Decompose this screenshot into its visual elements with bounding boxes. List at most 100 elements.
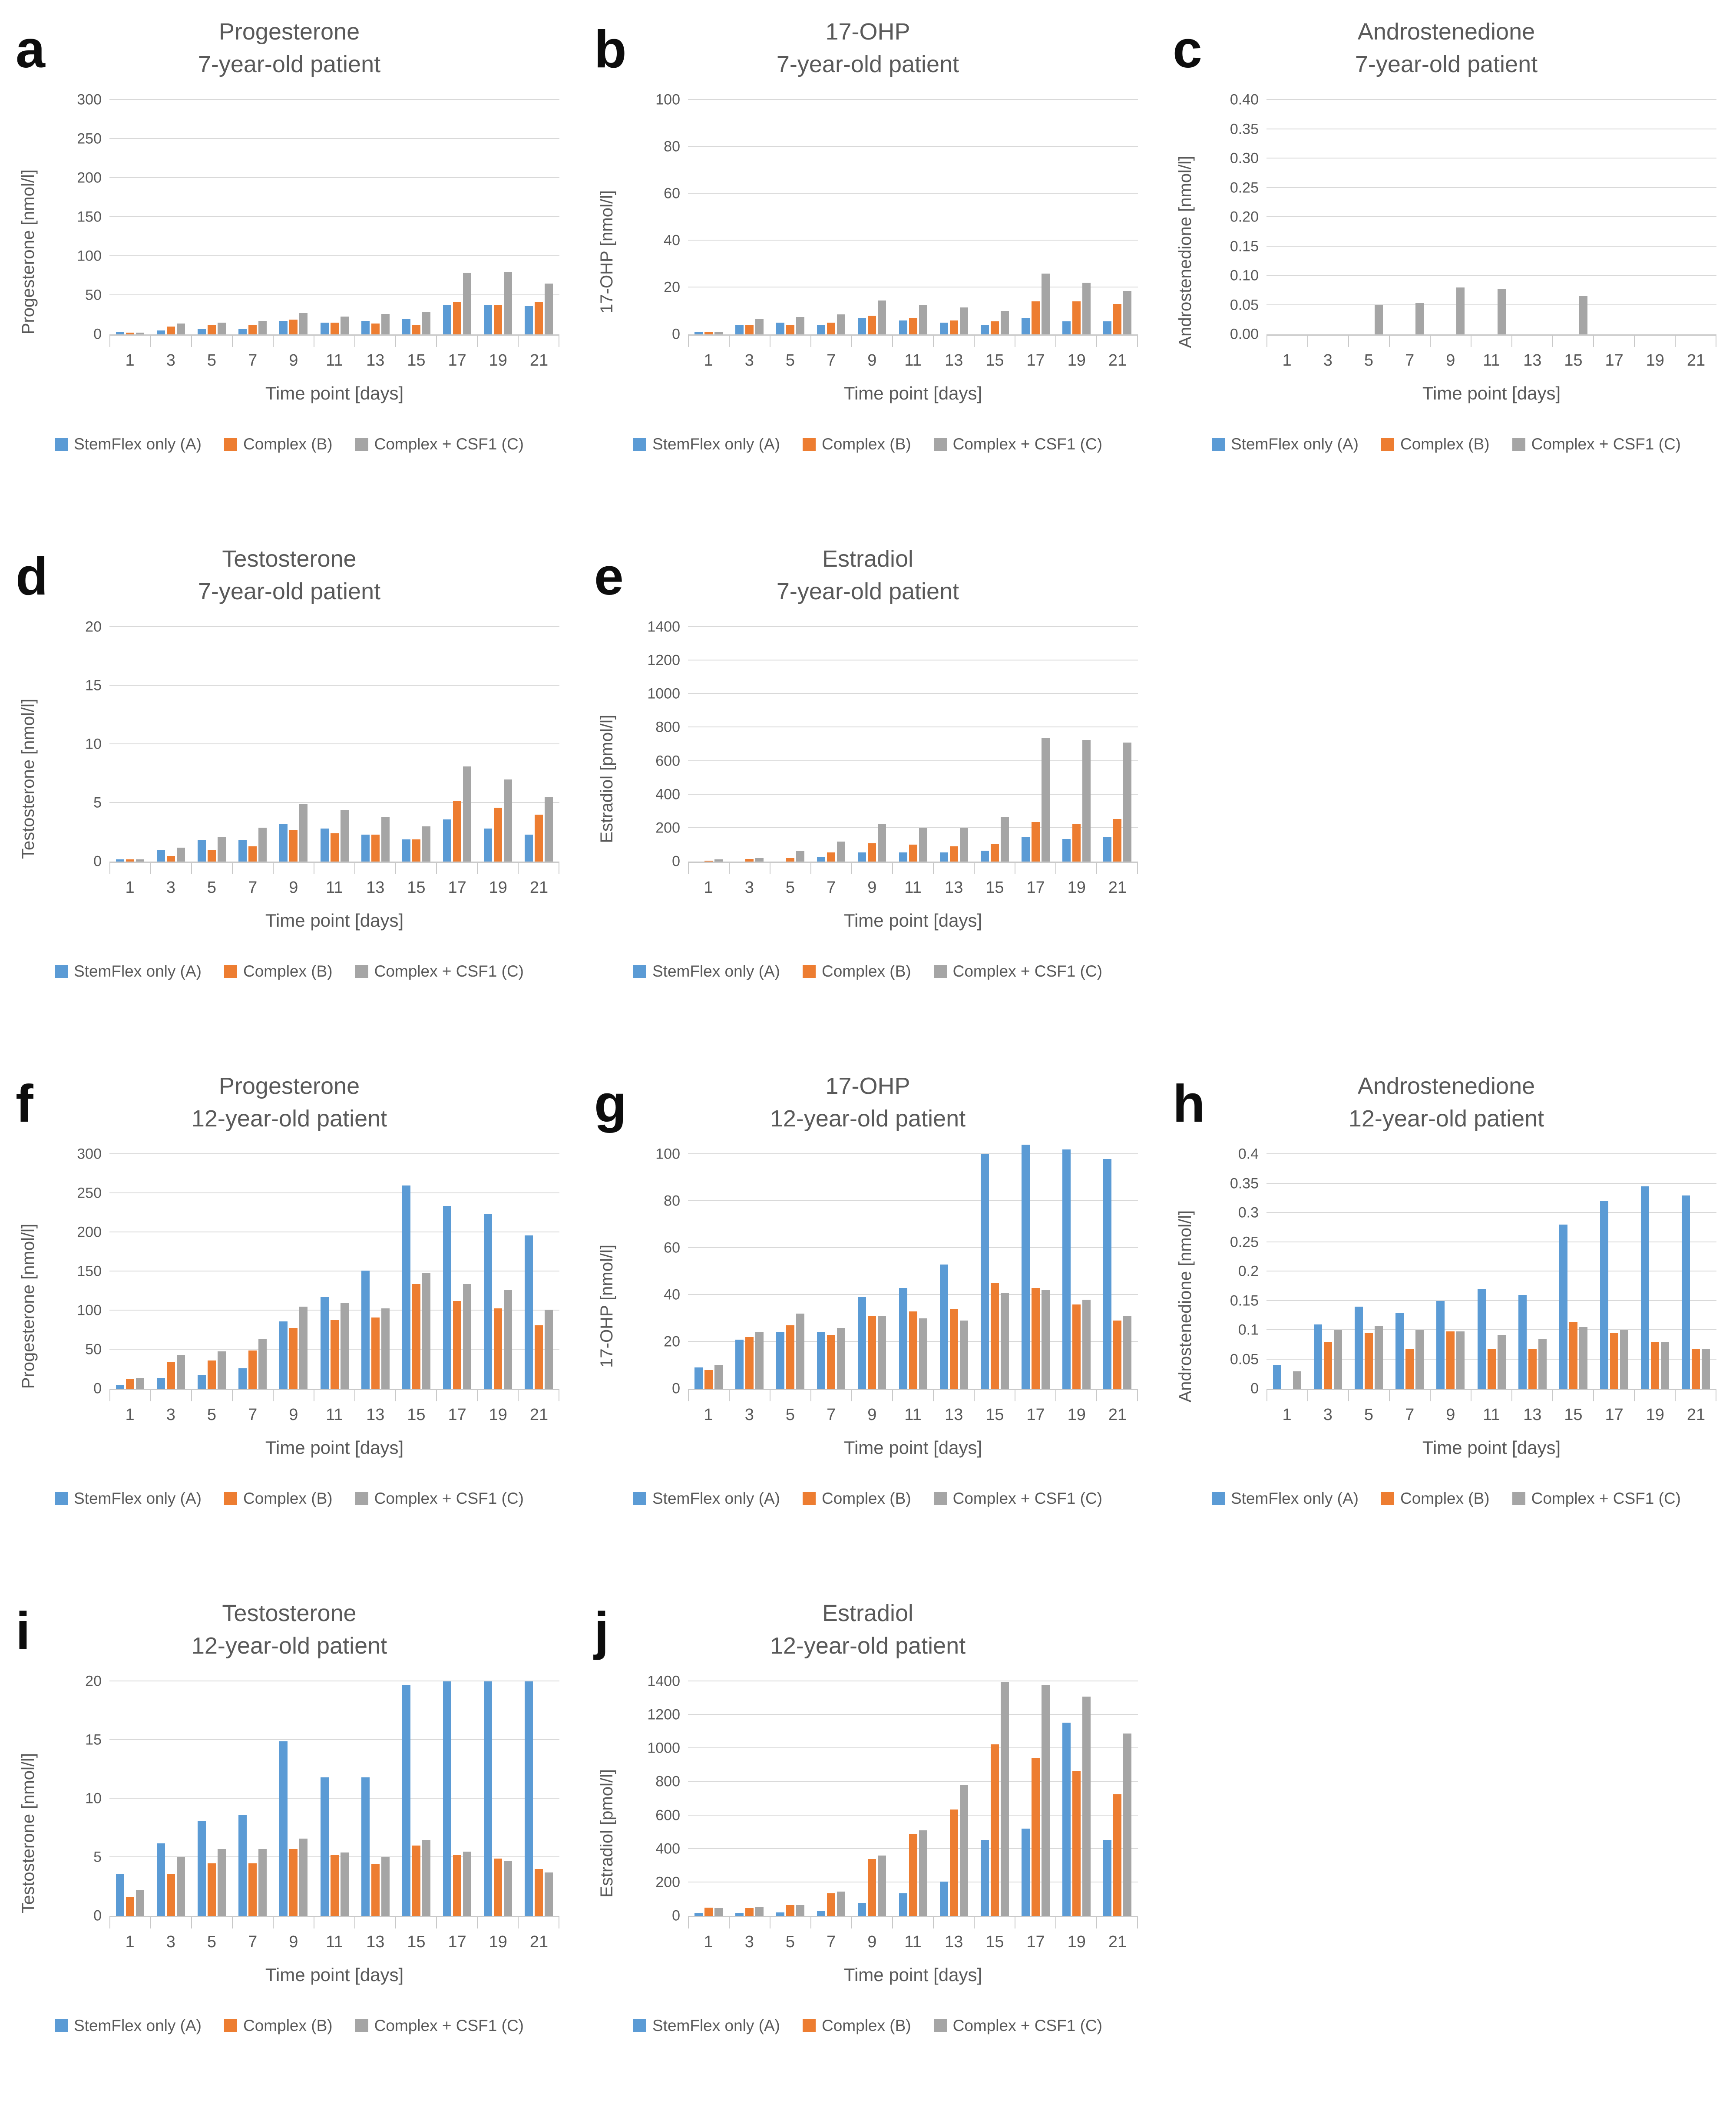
bar-stemflex-only-a [694,1367,703,1389]
bar-complex-plus-csf1-c [1082,1696,1091,1916]
legend-label: StemFlex only (A) [1230,1489,1359,1507]
x-tick-label: 11 [904,1933,922,1951]
y-tick-label: 50 [85,287,102,304]
x-tick-label: 7 [248,351,258,370]
x-axis-tick-labels: 1 3 5 7 9 11 13 15 17 19 21 [688,1406,1138,1424]
y-axis-title: Testosterone [nmol/l] [18,1753,38,1914]
bar-group-day-19 [1635,1154,1676,1389]
bar-complex-b [207,850,216,862]
bar-stemflex-only-a [1103,1839,1112,1916]
bar-group-day-1 [688,627,729,862]
bar-complex-plus-csf1-c [919,828,927,862]
y-axis-tick-labels: 0 0.05 0.1 0.15 0.2 0.25 0.3 0.35 0.4 [1201,1146,1266,1397]
chart-title: Testosterone 7-year-old patient [12,543,566,608]
bar-complex-b [535,1869,543,1916]
y-tick-label: 50 [85,1341,102,1358]
x-tick-mark [109,863,150,874]
bar-stemflex-only-a [735,325,744,334]
gridline [1266,1329,1716,1330]
bar-complex-plus-csf1-c [217,1351,226,1389]
x-tick-mark [150,1917,191,1928]
x-tick-label: 5 [1364,1406,1374,1424]
bar-group-day-19 [478,1681,519,1916]
plot-area [1266,1153,1716,1390]
x-tick-label: 11 [1483,351,1500,370]
legend-item-complex-plus-csf1-c: Complex + CSF1 (C) [933,1489,1102,1508]
chart-title-line-1: 17-OHP [825,1073,910,1099]
chart-title-line-2: 7-year-old patient [198,51,381,77]
bar-complex-plus-csf1-c [959,1321,968,1389]
x-tick-mark [232,336,273,347]
x-tick-mark [314,1390,354,1401]
x-tick-mark [892,1917,933,1928]
bar-complex-plus-csf1-c [258,1338,267,1389]
x-tick-mark [851,1390,892,1401]
bar-group-day-13 [933,627,974,862]
bar-complex-plus-csf1-c [1374,1326,1383,1389]
x-tick-label: 5 [785,1933,795,1951]
bar-complex-plus-csf1-c [176,1857,185,1916]
bar-complex-b [494,807,503,862]
bar-complex-b [949,320,958,334]
legend-label: StemFlex only (A) [652,1489,780,1507]
bar-group-day-21 [1676,1154,1716,1389]
legend-item-stemflex-only-a: StemFlex only (A) [633,2017,780,2035]
plot-column: 1 3 5 7 9 11 13 15 17 19 21 Time point [days] [688,1681,1145,1985]
x-tick-mark [232,1390,273,1401]
bar-complex-plus-csf1-c [504,1861,513,1916]
bar-complex-b [371,834,380,862]
x-tick-mark [1675,336,1716,347]
x-tick-mark [191,1390,232,1401]
bar-complex-plus-csf1-c [258,321,267,334]
chart-title-line-2: 7-year-old patient [198,578,381,604]
y-tick-label: 300 [77,1146,102,1162]
bar-complex-b [453,1301,462,1389]
bar-complex-b [827,1334,836,1389]
bar-complex-plus-csf1-c [504,272,513,334]
chart-title-line-2: 12-year-old patient [1348,1105,1544,1132]
bar-complex-plus-csf1-c [796,851,804,862]
gridline [109,685,559,686]
bar-stemflex-only-a [116,332,124,334]
bar-complex-b [289,830,298,862]
bar-group-day-1 [109,627,150,862]
bar-group-day-17 [437,1154,478,1389]
chart-body: Androstenedione [nmol/l] 0.00 0.05 0.10 0.15… [1169,92,1723,404]
x-tick-label: 17 [448,1406,466,1424]
x-tick-mark [395,336,436,347]
panel-letter-a: a [16,20,45,79]
x-tick-mark [770,1390,810,1401]
x-tick-label: 11 [904,351,922,370]
bar-complex-b [1113,1321,1122,1389]
bar-complex-plus-csf1-c [919,1318,927,1389]
x-axis-title: Time point [days] [843,910,982,931]
bar-complex-plus-csf1-c [217,323,226,334]
figure-cell-d: d Testosterone 7-year-old patient Testoster… [0,527,579,1054]
x-tick-label: 5 [785,1406,795,1424]
bar-stemflex-only-a [858,1902,866,1916]
chart-title: Estradiol 7-year-old patient [591,543,1145,608]
x-tick-label: 13 [366,1933,385,1951]
figure-cell-empty [1157,527,1736,1054]
bar-complex-b [166,1362,175,1389]
x-tick-mark [770,336,810,347]
x-tick-mark [436,1917,477,1928]
bar-complex-plus-csf1-c [878,300,886,334]
bar-group-day-9 [273,100,314,334]
y-tick-label: 100 [77,248,102,264]
bar-groups [688,1681,1138,1916]
panel-e: e Estradiol 7-year-old patient Estradiol [p… [579,527,1157,1054]
bar-group-day-9 [852,1681,893,1916]
bar-stemflex-only-a [1062,839,1071,862]
legend-label: Complex + CSF1 (C) [952,2017,1102,2034]
plot-area [688,99,1138,336]
x-axis-title: Time point [days] [265,383,404,403]
chart-body: 17-OHP [nmol/l] 0 20 40 60 80 100 1 3 5 7 9 11 13 15 17… [591,92,1145,404]
legend-label: Complex + CSF1 (C) [952,962,1102,980]
legend-item-stemflex-only-a: StemFlex only (A) [633,962,780,981]
legend-item-complex-plus-csf1-c: Complex + CSF1 (C) [933,2017,1102,2035]
x-tick-label: 15 [985,1406,1004,1424]
bar-stemflex-only-a [238,1368,247,1389]
legend-swatch-complex-plus-csf1-c [933,1492,947,1505]
bar-complex-plus-csf1-c [919,305,927,334]
